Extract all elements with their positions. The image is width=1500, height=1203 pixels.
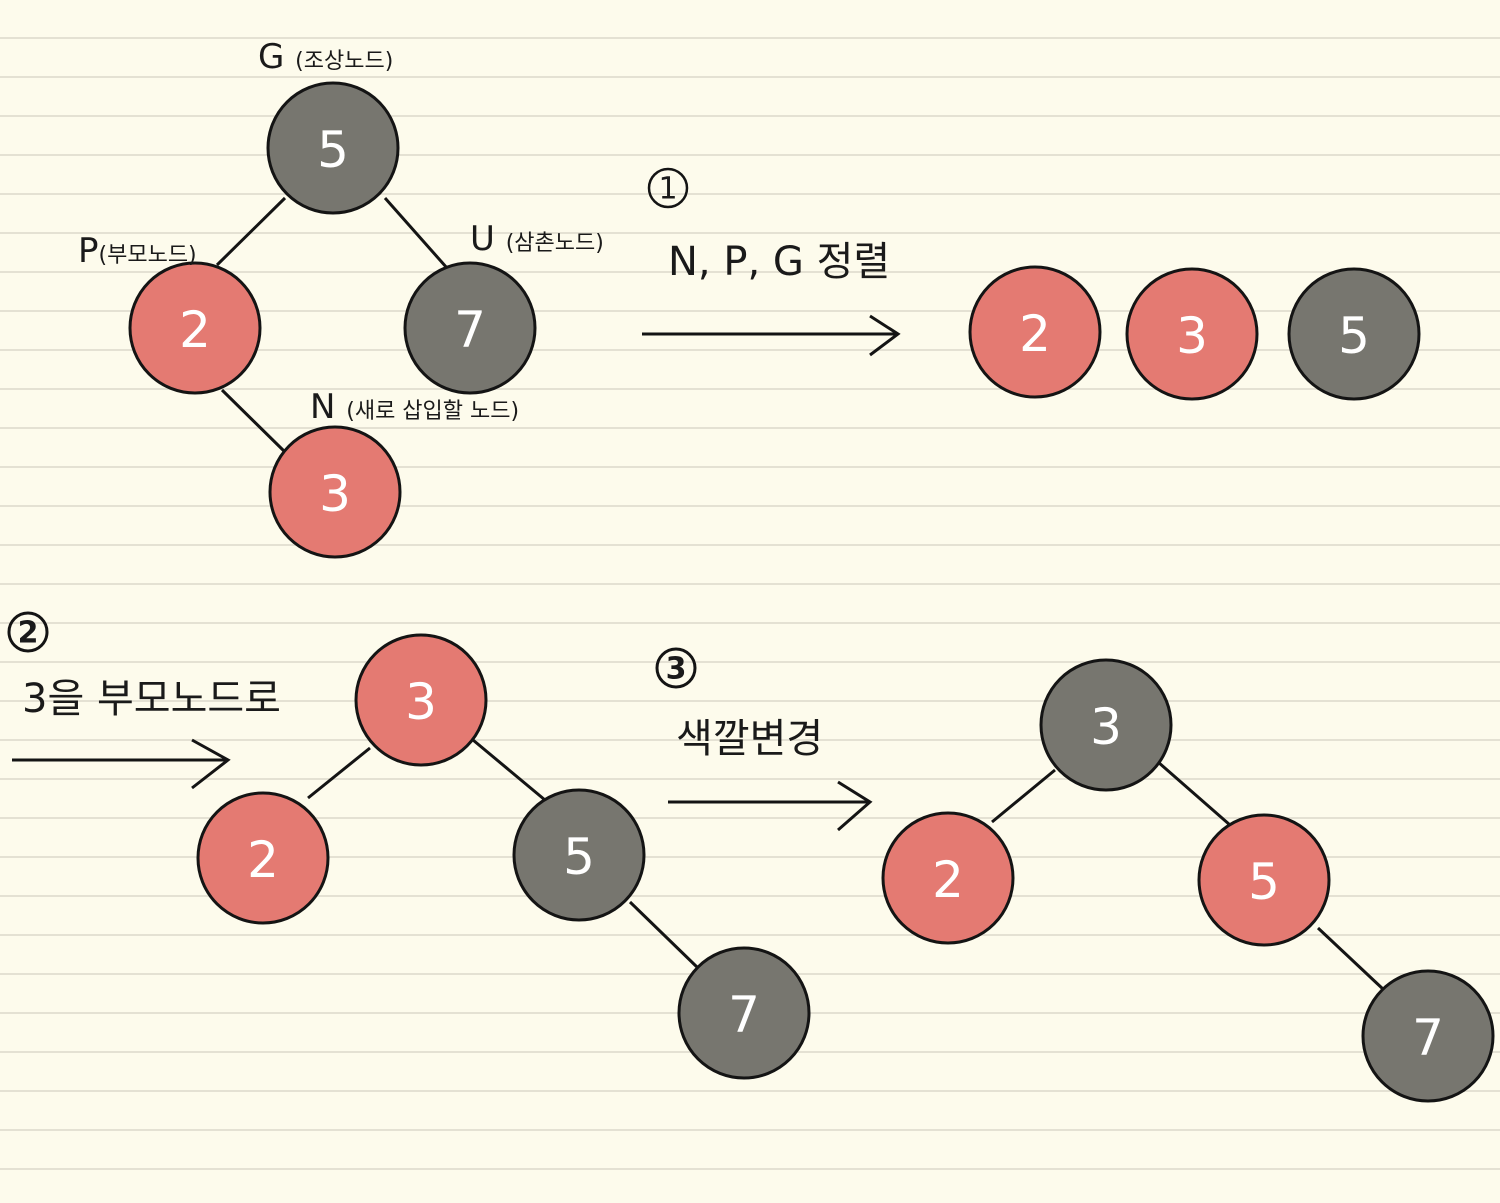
tag-g: G (조상노드)	[258, 37, 393, 77]
node-n: 3	[268, 425, 402, 559]
node-g: 5	[266, 81, 400, 215]
step2-node-left-value: 2	[247, 831, 279, 889]
step3-number-circle	[655, 647, 697, 689]
node-u-value: 7	[454, 301, 486, 359]
step2-number-circle	[7, 611, 49, 653]
tag-n: N (새로 삽입할 노드)	[310, 387, 519, 427]
step3-node-rightright-value: 7	[1412, 1009, 1444, 1067]
node-p: 2	[128, 261, 262, 395]
step1-node-2-value: 3	[1176, 307, 1208, 365]
node-n-value: 3	[319, 465, 351, 523]
step3-node-left-value: 2	[932, 851, 964, 909]
step2-number-digit: 2	[18, 616, 39, 651]
step3-node-root: 3	[1039, 658, 1173, 792]
step1-arrow	[642, 314, 901, 357]
step1: 1 N, P, G 정렬 2 3 5	[642, 167, 1421, 401]
step3-edge-right-rightright	[1316, 926, 1386, 992]
step3-number-digit: 3	[666, 652, 687, 687]
step2-label: 3을 부모노드로	[22, 676, 281, 722]
step1-number-circle	[647, 167, 689, 209]
node-u: 7	[403, 261, 537, 395]
step2-arrow	[12, 738, 231, 790]
step2-edge-root-right	[472, 738, 546, 802]
step1-node-1: 2	[968, 265, 1102, 399]
step2-node-left: 2	[196, 791, 330, 925]
edge-g-u	[383, 197, 449, 269]
step2-node-rightright: 7	[677, 946, 811, 1080]
step1-node-1-value: 2	[1019, 305, 1051, 363]
step1-number-digit: 1	[658, 172, 677, 207]
initial-tree: 5 2 7 3 G (조상노드) P(부모노드) U (삼촌노드) N (새로 …	[78, 37, 604, 559]
step2-node-root: 3	[354, 633, 488, 767]
step2-node-right-value: 5	[563, 828, 595, 886]
step3-edge-root-right	[1157, 760, 1231, 827]
node-p-value: 2	[179, 301, 211, 359]
step1-label: N, P, G 정렬	[668, 239, 890, 285]
step3-label: 색깔변경	[676, 716, 823, 762]
step3: 3 색깔변경 3 2 5 7	[655, 647, 1495, 1103]
step3-arrow	[668, 780, 873, 832]
edge-p-n	[220, 388, 287, 454]
step2-edge-root-left	[307, 746, 371, 800]
step2-node-rightright-value: 7	[728, 986, 760, 1044]
step2-edge-right-rightright	[628, 900, 700, 970]
tag-u: U (삼촌노드)	[470, 219, 604, 259]
step1-node-3-value: 5	[1338, 307, 1370, 365]
step2: 2 3을 부모노드로 3 2 5 7	[7, 611, 811, 1080]
edge-g-p	[215, 196, 287, 267]
step3-node-rightright: 7	[1361, 969, 1495, 1103]
step1-node-2: 3	[1125, 267, 1259, 401]
step3-node-right: 5	[1197, 813, 1331, 947]
step3-node-left: 2	[881, 811, 1015, 945]
step2-node-root-value: 3	[405, 673, 437, 731]
step3-edge-root-left	[991, 768, 1056, 824]
step3-node-right-value: 5	[1248, 853, 1280, 911]
step3-node-root-value: 3	[1090, 698, 1122, 756]
node-g-value: 5	[317, 121, 349, 179]
tag-p: P(부모노드)	[78, 231, 197, 271]
step1-node-3: 5	[1287, 267, 1421, 401]
step2-node-right: 5	[512, 788, 646, 922]
